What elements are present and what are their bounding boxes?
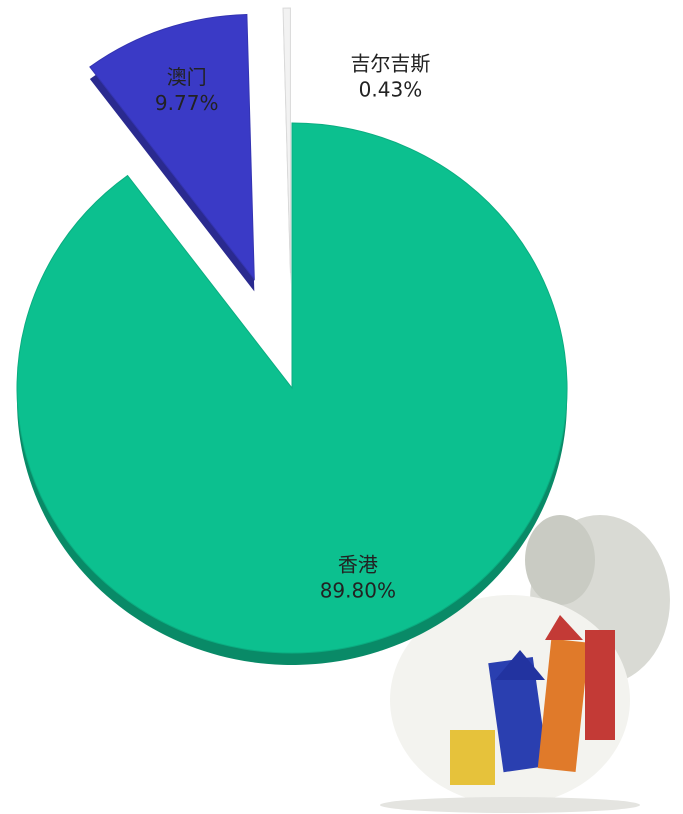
slice (16, 122, 568, 654)
slice-label: 香港 (338, 553, 378, 577)
slice-label: 吉尔吉斯 (350, 52, 430, 76)
value-label: 9.77% (155, 91, 219, 115)
slice (89, 13, 255, 281)
slice (282, 7, 291, 274)
egg-illustration (380, 515, 670, 813)
slice-label: 澳门 (167, 65, 207, 89)
value-label: 89.80% (320, 579, 396, 603)
value-label: 0.43% (359, 78, 423, 102)
